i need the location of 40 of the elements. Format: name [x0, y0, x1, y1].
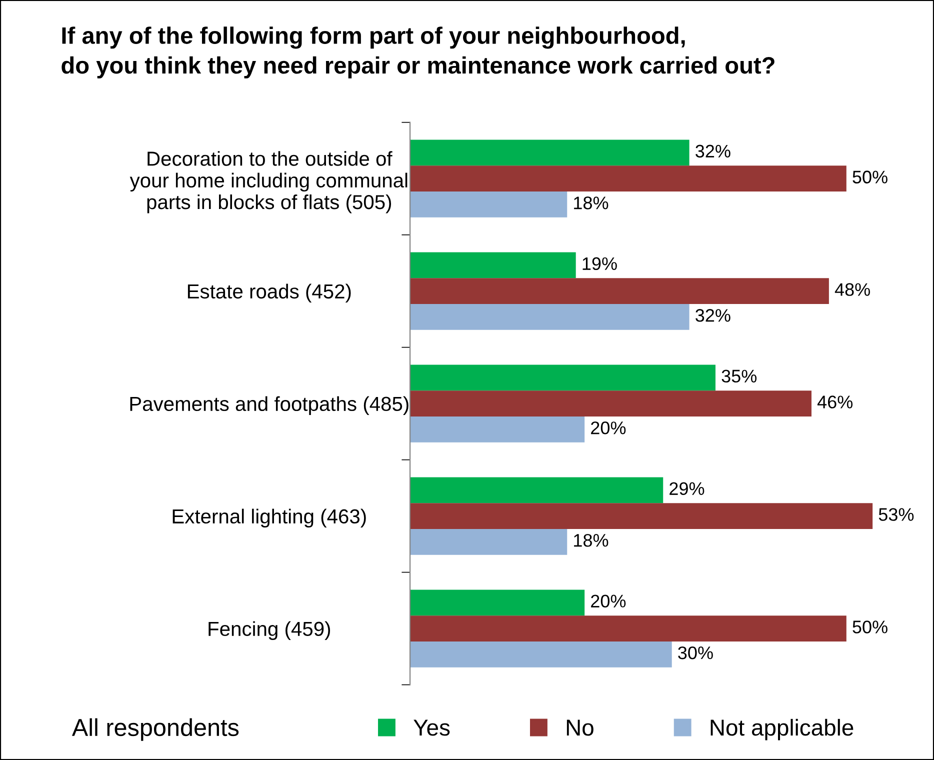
y-tick-label: Decoration to the outside of your home including communal parts in blocks of flats (505): [130, 151, 408, 214]
bar: [410, 140, 690, 166]
bar: [410, 477, 664, 504]
bar: [410, 364, 716, 391]
data-label: 18%: [574, 534, 608, 547]
bar: [410, 166, 846, 192]
y-tick-label: Fencing (459): [208, 621, 330, 640]
data-label: 50%: [852, 170, 888, 184]
y-tick-label: Pavements and footpaths (485): [130, 396, 408, 416]
data-label: 32%: [696, 144, 730, 158]
legend-label: No: [566, 720, 594, 736]
bar: [410, 416, 585, 442]
bar: [410, 641, 672, 668]
bar: [410, 503, 873, 529]
legend-label: Yes: [414, 720, 450, 736]
y-tick-label: External lighting (463): [172, 508, 366, 528]
legend-label: Not applicable: [710, 718, 854, 740]
data-label: 32%: [696, 309, 730, 322]
data-label: 35%: [722, 370, 757, 383]
bar: [410, 390, 812, 416]
bar: [410, 278, 829, 304]
data-label: 20%: [591, 594, 626, 608]
data-label: 30%: [678, 646, 713, 660]
data-label: 29%: [670, 482, 704, 496]
bar: [410, 590, 585, 616]
y-tick-label: Estate roads (452): [188, 284, 351, 303]
chart-title: If any of the following form part of your neighbourhood, do you think they need repair or maintenance work carried out?: [62, 26, 774, 78]
bar: [410, 304, 690, 330]
bar: [410, 616, 846, 642]
data-label: 18%: [574, 196, 608, 210]
data-label: 50%: [852, 620, 888, 634]
bar: [410, 528, 568, 555]
bar: [410, 252, 576, 278]
text: All respondents: [72, 718, 239, 741]
data-label: 48%: [834, 283, 870, 296]
data-label: 46%: [817, 396, 853, 408]
data-label: 19%: [582, 257, 617, 270]
bar: [410, 192, 568, 218]
data-label: 20%: [591, 421, 626, 434]
data-label: 53%: [878, 508, 914, 521]
